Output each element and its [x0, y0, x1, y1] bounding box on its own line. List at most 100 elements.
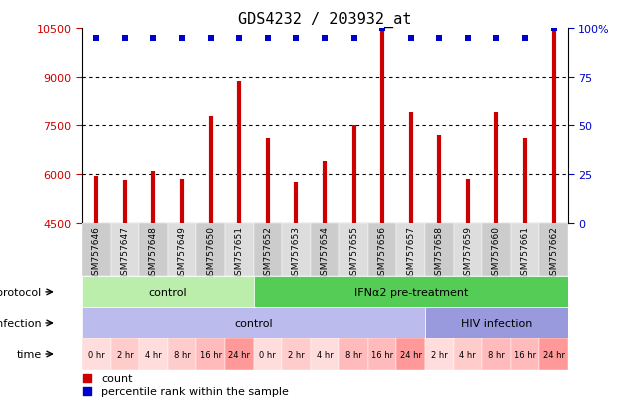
- Text: 16 hr: 16 hr: [514, 350, 536, 358]
- Text: GSM757661: GSM757661: [521, 225, 529, 280]
- Bar: [225, 223, 254, 277]
- Point: [434, 35, 444, 42]
- Point: [177, 35, 187, 42]
- Text: 24 hr: 24 hr: [399, 350, 422, 358]
- Text: infection: infection: [0, 318, 42, 328]
- Text: GSM757662: GSM757662: [549, 225, 558, 280]
- Point: [262, 35, 273, 42]
- Bar: [368, 339, 396, 370]
- Text: 8 hr: 8 hr: [345, 350, 362, 358]
- Text: 8 hr: 8 hr: [174, 350, 191, 358]
- Point: [492, 35, 502, 42]
- Bar: [282, 223, 310, 277]
- Text: GSM757654: GSM757654: [321, 225, 329, 280]
- Bar: [482, 339, 510, 370]
- Text: 24 hr: 24 hr: [228, 350, 251, 358]
- Bar: [82, 308, 425, 339]
- Text: GSM757653: GSM757653: [292, 225, 301, 280]
- Bar: [482, 223, 510, 277]
- Bar: [396, 339, 425, 370]
- Bar: [454, 223, 482, 277]
- Bar: [254, 339, 282, 370]
- Bar: [168, 223, 196, 277]
- Bar: [425, 339, 454, 370]
- Text: 0 hr: 0 hr: [88, 350, 105, 358]
- Text: count: count: [102, 373, 133, 383]
- Bar: [82, 277, 254, 308]
- Bar: [368, 223, 396, 277]
- Bar: [540, 223, 568, 277]
- Bar: [139, 223, 168, 277]
- Bar: [310, 223, 339, 277]
- Point: [406, 35, 416, 42]
- Text: GSM757649: GSM757649: [177, 225, 187, 280]
- Text: GSM757659: GSM757659: [463, 225, 473, 280]
- Point: [292, 35, 302, 42]
- Point: [364, 315, 374, 322]
- Bar: [540, 339, 568, 370]
- Text: GSM757648: GSM757648: [149, 225, 158, 280]
- Point: [364, 197, 374, 204]
- Text: protocol: protocol: [0, 287, 42, 297]
- Text: GSM757652: GSM757652: [263, 225, 273, 280]
- Text: GSM757647: GSM757647: [121, 225, 129, 280]
- Text: HIV infection: HIV infection: [461, 318, 532, 328]
- Point: [320, 35, 330, 42]
- Point: [148, 35, 158, 42]
- Text: GSM757660: GSM757660: [492, 225, 501, 280]
- Bar: [225, 339, 254, 370]
- Text: 16 hr: 16 hr: [199, 350, 221, 358]
- Text: 2 hr: 2 hr: [288, 350, 305, 358]
- Text: GSM757650: GSM757650: [206, 225, 215, 280]
- Text: time: time: [16, 349, 42, 359]
- Text: 2 hr: 2 hr: [431, 350, 447, 358]
- Point: [206, 35, 216, 42]
- Text: IFNα2 pre-treatment: IFNα2 pre-treatment: [353, 287, 468, 297]
- Text: GSM757651: GSM757651: [235, 225, 244, 280]
- Bar: [510, 339, 540, 370]
- Text: 0 hr: 0 hr: [259, 350, 276, 358]
- Point: [520, 35, 530, 42]
- Title: GDS4232 / 203932_at: GDS4232 / 203932_at: [239, 12, 411, 28]
- Bar: [339, 339, 368, 370]
- Bar: [196, 223, 225, 277]
- Bar: [110, 223, 139, 277]
- Text: GSM757657: GSM757657: [406, 225, 415, 280]
- Text: GSM757656: GSM757656: [377, 225, 387, 280]
- Text: 4 hr: 4 hr: [145, 350, 162, 358]
- Bar: [196, 339, 225, 370]
- Bar: [310, 339, 339, 370]
- Text: 4 hr: 4 hr: [317, 350, 333, 358]
- Text: percentile rank within the sample: percentile rank within the sample: [102, 386, 290, 396]
- Bar: [454, 339, 482, 370]
- Text: 16 hr: 16 hr: [371, 350, 393, 358]
- Bar: [139, 339, 168, 370]
- Bar: [510, 223, 540, 277]
- Text: 4 hr: 4 hr: [459, 350, 476, 358]
- Text: control: control: [148, 287, 187, 297]
- Point: [348, 35, 358, 42]
- Bar: [82, 339, 110, 370]
- Text: control: control: [234, 318, 273, 328]
- Bar: [425, 308, 582, 339]
- Point: [463, 35, 473, 42]
- Bar: [168, 339, 196, 370]
- Point: [548, 26, 558, 32]
- Text: GSM757658: GSM757658: [435, 225, 444, 280]
- Bar: [82, 223, 110, 277]
- Point: [377, 26, 387, 32]
- Text: 24 hr: 24 hr: [543, 350, 565, 358]
- Bar: [339, 223, 368, 277]
- Text: GSM757646: GSM757646: [92, 225, 101, 280]
- Point: [234, 35, 244, 42]
- Bar: [110, 339, 139, 370]
- Text: 8 hr: 8 hr: [488, 350, 505, 358]
- Point: [91, 35, 102, 42]
- Bar: [254, 277, 568, 308]
- Point: [120, 35, 130, 42]
- Text: GSM757655: GSM757655: [349, 225, 358, 280]
- Bar: [254, 223, 282, 277]
- Text: 2 hr: 2 hr: [117, 350, 133, 358]
- Bar: [425, 223, 454, 277]
- Bar: [396, 223, 425, 277]
